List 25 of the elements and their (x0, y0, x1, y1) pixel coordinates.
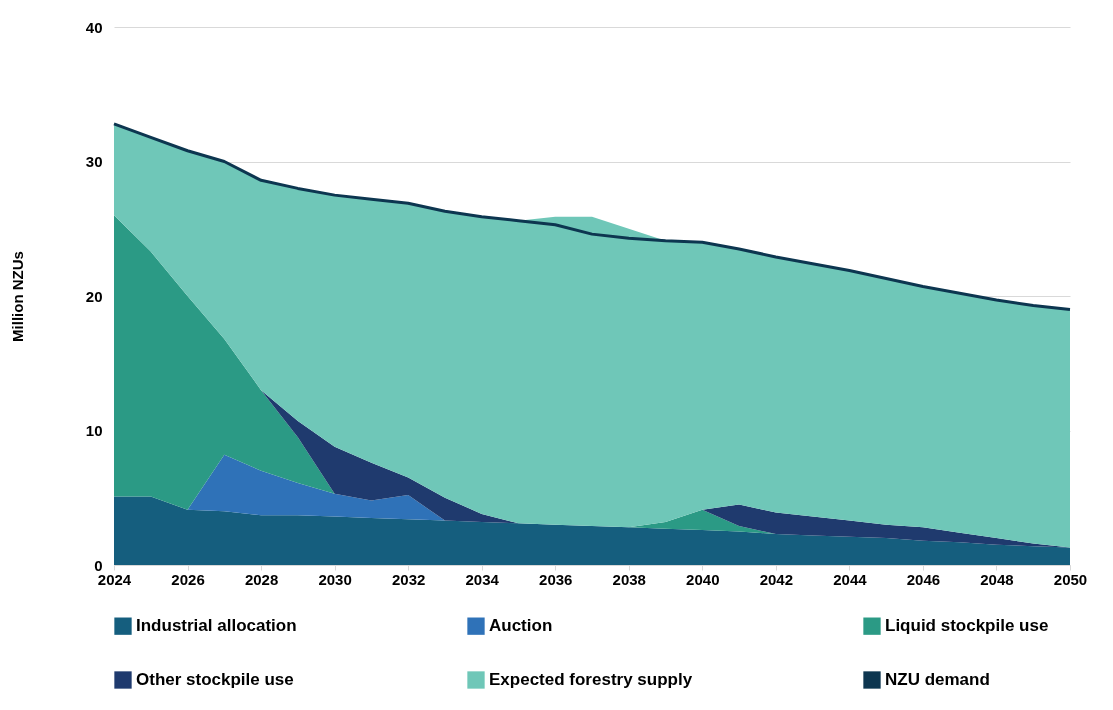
x-tick-label: 2036 (539, 570, 573, 588)
y-tick-label: 20 (85, 287, 103, 305)
x-tick-label: 2048 (980, 570, 1014, 588)
x-tick-label: 2050 (1053, 570, 1088, 588)
legend-label: Expected forestry supply (489, 670, 693, 689)
y-axis-title: Million NZUs (8, 251, 26, 342)
legend-label: Auction (489, 616, 553, 636)
y-tick-label: 40 (85, 18, 103, 36)
x-tick-label: 2040 (686, 570, 720, 588)
x-tick-label: 2032 (391, 570, 426, 588)
legend-label: NZU demand (885, 670, 990, 689)
x-tick-label: 2030 (318, 570, 352, 588)
x-tick-label: 2028 (244, 570, 279, 588)
x-tick-label: 2026 (171, 570, 205, 588)
legend-label: Liquid stockpile use (885, 616, 1049, 636)
x-tick-label: 2044 (833, 570, 868, 588)
legend-label: Industrial allocation (136, 616, 297, 636)
line-series (112, 122, 1072, 311)
y-tick-label: 30 (85, 153, 103, 170)
x-tick-label: 2034 (465, 570, 500, 588)
legend-label: Other stockpile use (136, 670, 294, 689)
x-tick-label: 2046 (906, 570, 941, 588)
x-tick-label: 2038 (612, 570, 646, 588)
x-tick-label: 2042 (759, 570, 794, 588)
y-tick-label: 10 (85, 422, 103, 439)
